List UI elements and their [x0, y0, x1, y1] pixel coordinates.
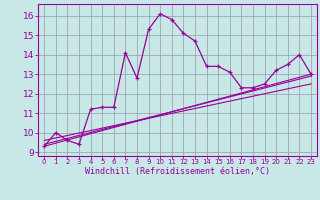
- X-axis label: Windchill (Refroidissement éolien,°C): Windchill (Refroidissement éolien,°C): [85, 167, 270, 176]
